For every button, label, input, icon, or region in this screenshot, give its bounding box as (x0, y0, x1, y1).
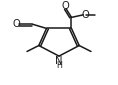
Text: H: H (56, 61, 62, 70)
Text: O: O (13, 19, 21, 29)
Text: O: O (82, 10, 89, 20)
Text: O: O (61, 2, 69, 11)
Text: N: N (55, 56, 63, 66)
